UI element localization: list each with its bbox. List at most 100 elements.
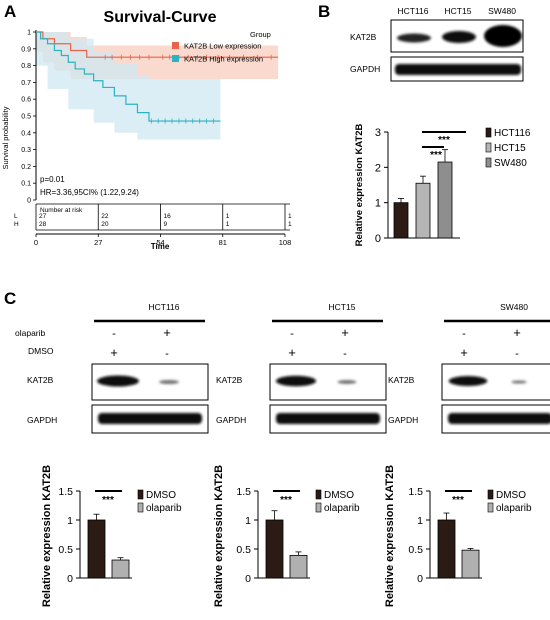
band-gapdh <box>448 413 550 424</box>
bar-sw480 <box>437 161 453 239</box>
bar-hct116 <box>393 202 409 239</box>
chart-b-ylabel: Relative expression KAT2B <box>354 123 365 246</box>
x-tick-label: 81 <box>219 238 227 247</box>
risk-cell: 16 <box>164 213 172 220</box>
chart-c-y-tick-label: 1.5 <box>408 486 423 498</box>
risk-cell: 1 <box>288 221 292 228</box>
treatment-label-dmso: DMSO <box>28 346 54 356</box>
bar-chart-hct116: Relative expression KAT2B 0 0.5 1 1.5 *** DMSO… <box>41 465 182 607</box>
chart-c-ylabel: Relative expression KAT2B <box>41 465 53 607</box>
chart-c-y-tick-label: 0 <box>245 573 251 585</box>
panel-c-group-hct15: HCT15 - + + - KAT2B GAPDH Relative expression K… <box>213 302 387 607</box>
chart-b-y-tick-label: 0 <box>375 233 381 245</box>
legend-title: Group <box>250 30 271 39</box>
olaparib-sign: - <box>112 328 116 340</box>
chart-c-y-tick-label: 1 <box>245 515 251 527</box>
y-tick-label: 0 <box>27 198 31 205</box>
chart-b-legend-swatch <box>485 142 492 153</box>
bar-olaparib <box>111 559 130 579</box>
band-kat2b-olaparib <box>159 379 179 385</box>
y-tick-label: 0.2 <box>21 164 31 171</box>
risk-row-label-l: L <box>14 213 18 220</box>
band-gapdh <box>276 413 380 424</box>
x-tick-label: 108 <box>279 238 292 247</box>
sig-stars: *** <box>102 495 114 506</box>
legend-label-high: KAT2B High expression <box>184 55 263 64</box>
chart-c-legend-label: olaparib <box>146 503 182 514</box>
panel-c-group-hct116: HCT116 - + + - KAT2B GAPDH Relative expression … <box>27 302 209 607</box>
olaparib-sign: + <box>163 325 171 340</box>
x-tick-label: 0 <box>34 238 38 247</box>
chart-b-legend-label: HCT15 <box>494 143 526 154</box>
risk-table-header: Number at risk <box>40 207 83 214</box>
dmso-sign: + <box>110 345 118 360</box>
dmso-sign: - <box>343 348 347 360</box>
risk-cell: 1 <box>288 213 292 220</box>
bar-dmso <box>265 519 284 579</box>
y-tick-label: 0.1 <box>21 181 31 188</box>
dmso-sign: + <box>460 345 468 360</box>
band-gapdh <box>98 413 202 424</box>
chart-c-y-tick-label: 1.5 <box>58 486 73 498</box>
olaparib-sign: + <box>341 325 349 340</box>
chart-c-y-tick-label: 0.5 <box>236 544 251 556</box>
blot-bands <box>275 375 380 424</box>
lane-label-hct15: HCT15 <box>445 6 472 16</box>
bar-chart-sw480: Relative expression KAT2B 0 0.5 1 1.5 *** DMSO… <box>384 465 532 607</box>
sig-stars-sw480: *** <box>438 135 450 146</box>
legend-swatch-low <box>172 42 179 49</box>
p-value-text: p=0.01 <box>40 175 65 184</box>
risk-cell: 22 <box>101 213 109 220</box>
band-kat2b-dmso <box>448 376 488 386</box>
chart-b-legend-swatch <box>485 157 492 168</box>
risk-cell: 27 <box>39 213 47 220</box>
sig-stars: *** <box>280 495 292 506</box>
chart-b-y-tick-label: 2 <box>375 162 381 174</box>
survival-xlabel: Time <box>151 242 170 251</box>
band-kat2b-dmso <box>275 375 317 387</box>
chart-c-legend-label: DMSO <box>146 490 176 501</box>
chart-c-y-tick-label: 1 <box>67 515 73 527</box>
chart-b-legend-label: HCT116 <box>494 128 531 139</box>
dmso-sign: + <box>288 345 296 360</box>
chart-c-legend-swatch <box>487 489 494 500</box>
blot-label-kat2b: KAT2B <box>350 32 377 42</box>
survival-legend: Group KAT2B Low expression KAT2B High ex… <box>172 30 271 64</box>
survival-x-axis: 0 27 54 81 108 <box>34 233 292 247</box>
chart-c-legend-swatch <box>315 502 322 513</box>
chart-c-legend-label: olaparib <box>324 503 360 514</box>
treatment-label-olaparib: olaparib <box>15 328 46 338</box>
band-kat2b-hct116 <box>397 33 431 43</box>
chart-c-legend-label: DMSO <box>324 490 354 501</box>
olaparib-sign: + <box>513 325 521 340</box>
risk-cell: 9 <box>164 221 168 228</box>
survival-plot: 0 0.1 0.2 0.3 0.4 0.5 0.6 0.7 0.8 0.9 1 <box>21 30 279 205</box>
blot-bands <box>97 375 202 424</box>
sig-stars-hct15: *** <box>430 150 442 161</box>
y-tick-label: 0.8 <box>21 63 31 70</box>
panel-b: B HCT116 HCT15 SW480 KAT2B GAPDH Relativ… <box>318 2 531 246</box>
bar-olaparib <box>461 549 480 579</box>
bar-chart-hct15: Relative expression KAT2B 0 0.5 1 1.5 *** DMSO… <box>213 465 360 607</box>
band-kat2b-dmso <box>97 375 139 387</box>
chart-c-y-tick-label: 1.5 <box>236 486 251 498</box>
y-tick-label: 0.7 <box>21 80 31 87</box>
panel-b-letter: B <box>318 2 330 21</box>
panel-a-letter: A <box>4 2 16 21</box>
y-tick-label: 0.9 <box>21 46 31 53</box>
band-kat2b-olaparib <box>511 380 527 384</box>
sig-stars: *** <box>452 495 464 506</box>
chart-c-ylabel: Relative expression KAT2B <box>384 465 396 607</box>
lane-label-sw480: SW480 <box>488 6 516 16</box>
panel-c-group-sw480: SW480 - + + - KAT2B GAPDH Relative expression K… <box>384 302 550 607</box>
risk-cell: 1 <box>226 221 230 228</box>
chart-b-y-tick-label: 3 <box>375 127 381 139</box>
x-tick-label: 27 <box>94 238 102 247</box>
panel-c: C olaparib DMSO HCT116 - + + - KAT2B GAPDH Rela… <box>4 289 550 607</box>
y-tick-label: 0.3 <box>21 147 31 154</box>
chart-c-y-tick-label: 0 <box>417 573 423 585</box>
chart-c-y-tick-label: 1 <box>417 515 423 527</box>
dmso-sign: - <box>165 348 169 360</box>
